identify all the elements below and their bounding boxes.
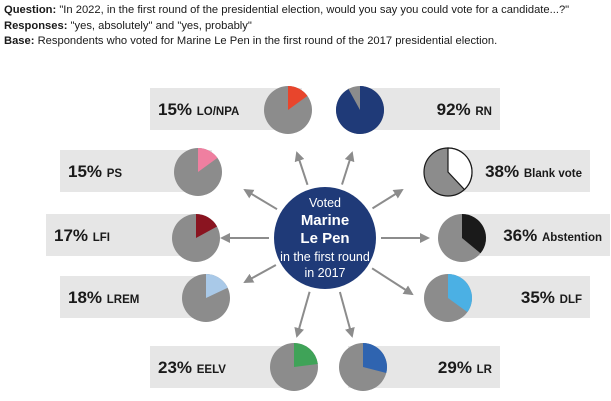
name-ps: PS: [107, 168, 123, 180]
center-line-1: Voted: [309, 196, 341, 210]
value-eelv: 23%: [158, 358, 197, 377]
value-lrem: 18%: [68, 288, 107, 307]
center-line-2: Marine: [301, 212, 349, 229]
arrow-lrem: [245, 265, 276, 282]
arrow-dlf: [372, 268, 412, 294]
arrow-lo-npa: [297, 153, 308, 185]
center-line-3: Le Pen: [300, 230, 349, 247]
name-lo-npa: LO/NPA: [197, 106, 240, 118]
value-lfi: 17%: [54, 226, 93, 245]
name-abstention: Abstention: [542, 232, 602, 244]
arrow-blank-vote: [373, 190, 403, 208]
arrow-ps: [245, 190, 277, 209]
arrow-rn: [342, 153, 352, 185]
value-rn: 92%: [437, 100, 476, 119]
value-lr: 29%: [438, 358, 477, 377]
value-dlf: 35%: [521, 288, 560, 307]
value-ps: 15%: [68, 162, 107, 181]
name-lrem: LREM: [107, 294, 140, 306]
value-blank-vote: 38%: [485, 162, 524, 181]
pie-slice-eelv: [294, 343, 318, 367]
name-dlf: DLF: [560, 294, 582, 306]
name-rn: RN: [475, 106, 492, 118]
value-abstention: 36%: [503, 226, 542, 245]
arrow-eelv: [297, 292, 310, 336]
center-line-4: in the first round: [280, 250, 370, 264]
name-blank-vote: Blank vote: [524, 168, 582, 180]
name-lr: LR: [477, 364, 493, 376]
name-lfi: LFI: [93, 232, 110, 244]
center-line-5: in 2017: [304, 266, 345, 280]
value-lo-npa: 15%: [158, 100, 197, 119]
arrow-lr: [340, 292, 352, 336]
pie-slice-rn: [336, 86, 384, 134]
name-eelv: EELV: [197, 364, 227, 376]
